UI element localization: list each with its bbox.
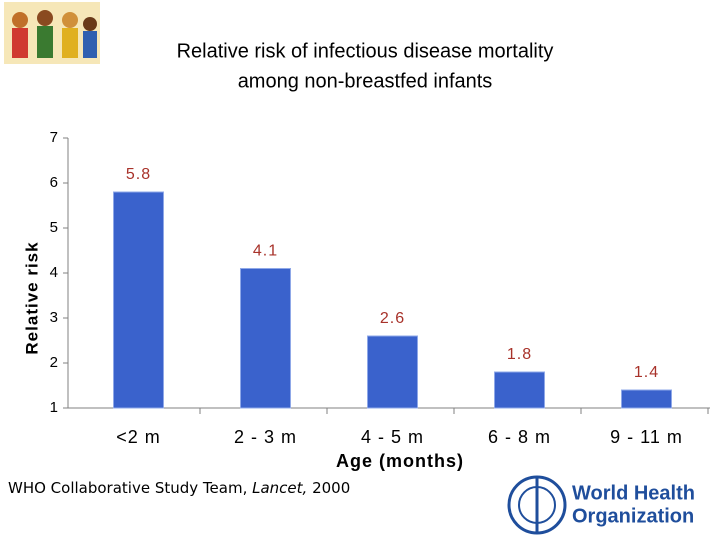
x-axis-label: Age (months) (336, 451, 464, 471)
bar (494, 371, 545, 409)
bar (621, 389, 672, 409)
data-label: 5.8 (126, 166, 151, 183)
data-label: 4.1 (253, 243, 278, 260)
bar (240, 268, 291, 409)
bar (113, 191, 164, 409)
source-journal: Lancet, (252, 479, 307, 497)
x-tick-label: <2 m (116, 427, 161, 447)
x-tick-label: 6 - 8 m (488, 427, 551, 447)
y-tick-label: 7 (50, 129, 58, 146)
y-tick-label: 5 (50, 219, 58, 236)
x-tick-label: 2 - 3 m (234, 427, 297, 447)
logo-text: Organization (572, 505, 694, 527)
y-tick-label: 6 (50, 174, 58, 191)
who-logo: World Health Organization (507, 475, 695, 535)
data-label: 1.4 (634, 364, 659, 381)
y-tick-label: 2 (50, 354, 58, 371)
chart-title: Relative risk of infectious disease mort… (177, 40, 554, 62)
corner-illustration (4, 2, 100, 64)
source-authors: WHO Collaborative Study Team, (8, 479, 247, 497)
x-tick-label: 4 - 5 m (361, 427, 424, 447)
x-tick-label: 9 - 11 m (610, 427, 683, 447)
data-label: 1.8 (507, 346, 532, 363)
data-label: 2.6 (380, 310, 405, 327)
bar (367, 335, 418, 409)
y-tick-label: 3 (50, 309, 58, 326)
logo-text: World Health (572, 482, 695, 504)
y-tick-label: 4 (50, 264, 58, 281)
y-tick-label: 1 (50, 399, 58, 416)
source-year: 2000 (312, 479, 350, 497)
chart-title: among non-breastfed infants (238, 70, 493, 92)
source: WHO Collaborative Study Team, Lancet, 20… (8, 479, 350, 497)
y-axis-label: Relative risk (22, 241, 41, 354)
